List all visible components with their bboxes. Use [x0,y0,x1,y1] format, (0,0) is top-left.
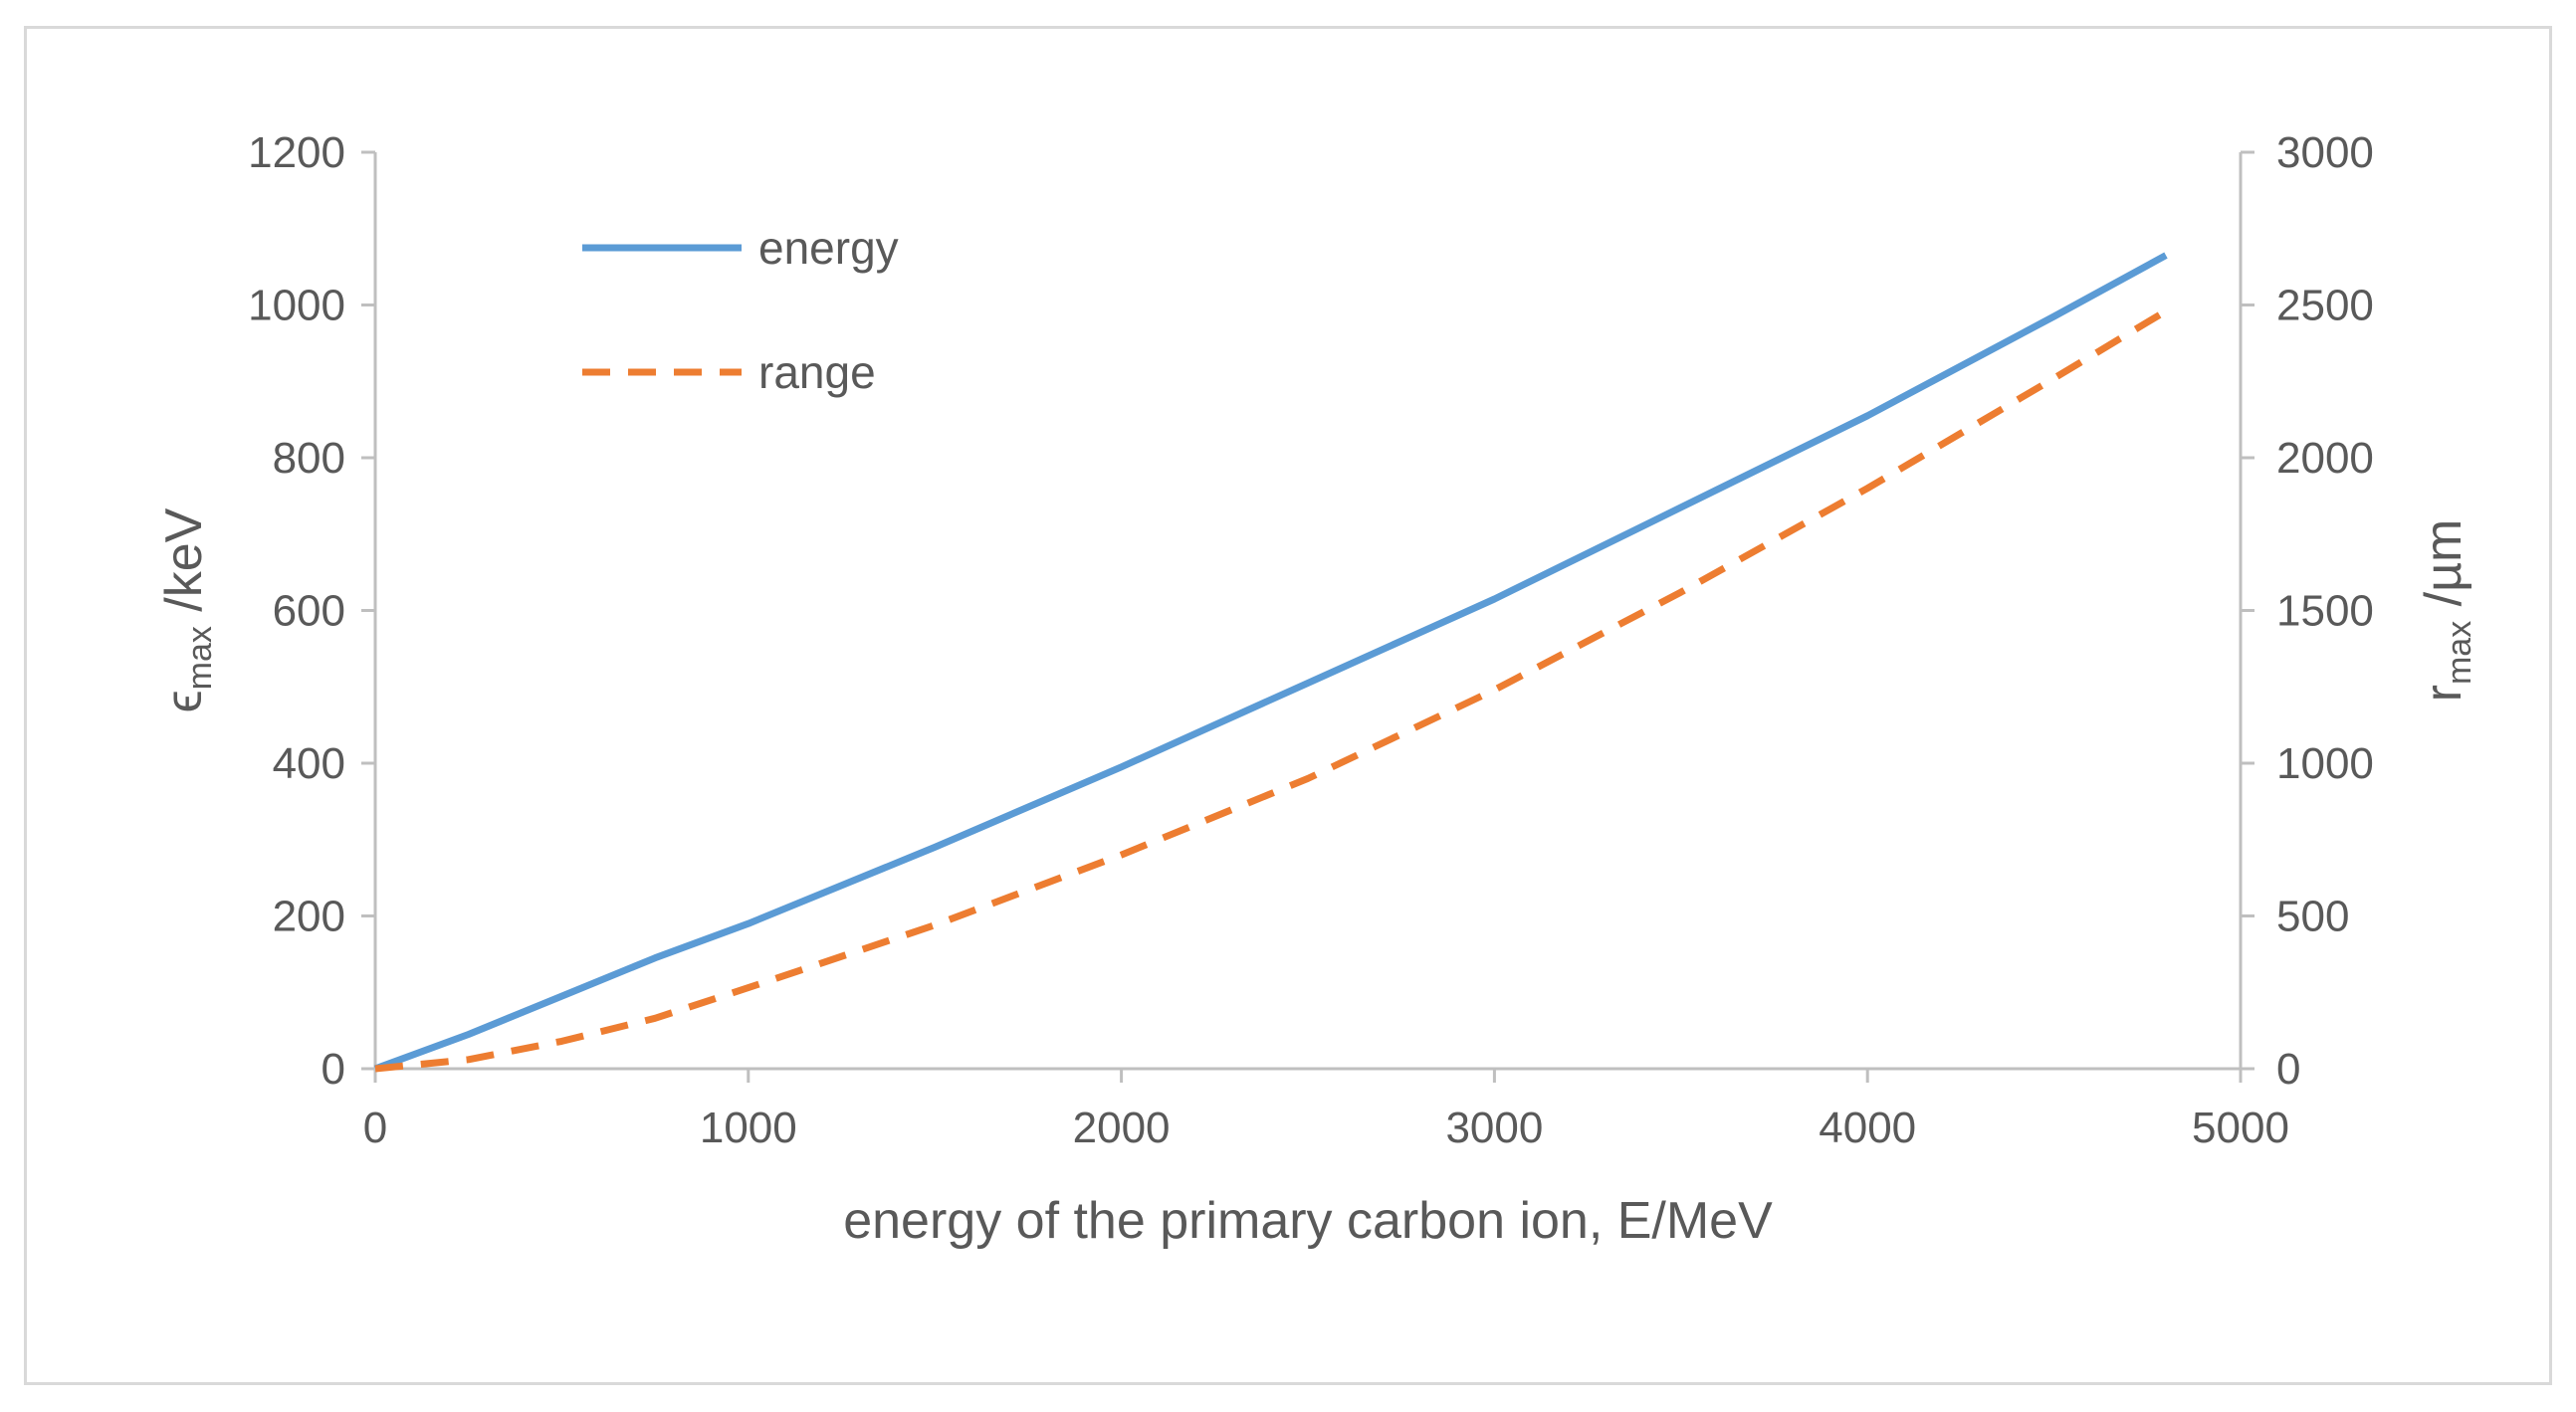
y-right-tick-label: 1000 [2276,739,2374,788]
y-left-tick-label: 1200 [248,128,345,177]
series-group [373,252,2168,1073]
y-left-title-symbol: ϵ [155,690,213,712]
y-right-title-symbol: r [2415,685,2472,702]
y-left-tick-label: 600 [273,587,345,636]
chart-svg: 0 1000 2000 3000 4000 50000200400600800100012… [155,128,2478,1250]
tick-labels: 0 1000 2000 3000 4000 50000200400600800100012… [248,128,2374,1152]
y-left-tick-label: 1000 [248,282,345,330]
series-line-energy [373,252,2168,1073]
y-left-tick-label: 400 [273,739,345,788]
axes [361,150,2254,1083]
y-right-title-unit: /µm [2415,519,2472,621]
y-right-title-subscript: max [2441,621,2478,685]
y-left-title-subscript: max [181,626,219,690]
x-tick-label: 0 [363,1104,387,1152]
y-right-tick-label: 500 [2276,893,2349,941]
y-right-tick-label: 3000 [2276,128,2374,177]
y-right-axis-title: rmax /µm [2415,519,2478,703]
series-line-range [374,307,2168,1073]
legend: energy range [582,222,899,398]
y-left-tick-label: 200 [273,893,345,941]
x-tick-label: 1000 [700,1104,797,1152]
y-left-axis-title: ϵmax /keV [155,507,219,712]
y-right-tick-label: 2500 [2276,282,2374,330]
y-left-title-unit: /keV [155,507,213,626]
y-left-tick-label: 800 [273,434,345,483]
x-tick-label: 4000 [1819,1104,1916,1152]
y-right-tick-label: 1500 [2276,587,2374,636]
x-tick-label: 5000 [2192,1104,2289,1152]
y-right-tick-label: 0 [2276,1045,2300,1094]
x-tick-label: 2000 [1073,1104,1171,1152]
chart-frame: 0 1000 2000 3000 4000 5000 0 200 400 600 800 1000 12… [24,26,2552,1385]
y-left-tick-label: 0 [322,1045,345,1094]
legend-label-range: range [758,346,876,398]
legend-label-energy: energy [758,222,899,274]
x-axis-title: energy of the primary carbon ion, E/MeV [843,1192,1773,1250]
y-right-tick-label: 2000 [2276,434,2374,483]
x-tick-label: 3000 [1445,1104,1543,1152]
